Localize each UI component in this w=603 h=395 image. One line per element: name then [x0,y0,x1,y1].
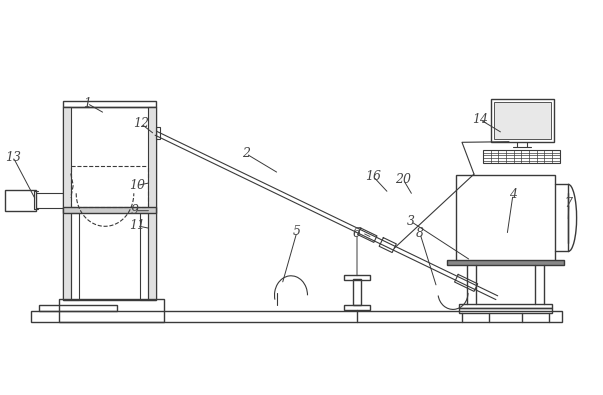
Text: 2: 2 [242,147,250,160]
Text: 9: 9 [131,204,139,217]
Bar [344,275,370,280]
Bar [39,305,117,311]
Text: 6: 6 [353,227,361,240]
Bar [31,311,562,322]
Bar [447,260,564,265]
Text: 11: 11 [129,219,145,232]
Text: 4: 4 [509,188,517,201]
Text: 13: 13 [5,151,21,164]
Bar [156,127,160,139]
Bar [59,299,164,322]
Text: 3: 3 [407,215,415,228]
Text: 14: 14 [472,113,488,126]
Text: 10: 10 [129,179,145,192]
Bar [456,175,555,260]
Bar [459,304,552,308]
Bar [71,213,79,300]
Text: 12: 12 [133,117,149,130]
Bar [140,213,148,300]
Bar [148,107,156,300]
Text: 20: 20 [395,173,411,186]
Bar [63,107,156,300]
Text: 8: 8 [416,227,424,240]
Text: 5: 5 [293,225,301,238]
Bar [344,305,370,310]
Bar [63,207,156,213]
Bar [494,102,551,139]
Bar [63,107,71,300]
Bar [491,98,554,142]
Bar [483,150,560,163]
Bar [5,190,36,211]
Text: 7: 7 [565,197,573,210]
Text: 1: 1 [83,97,91,110]
Bar [63,101,156,107]
Text: 16: 16 [365,170,381,183]
Bar [353,279,361,305]
Bar [459,308,552,313]
